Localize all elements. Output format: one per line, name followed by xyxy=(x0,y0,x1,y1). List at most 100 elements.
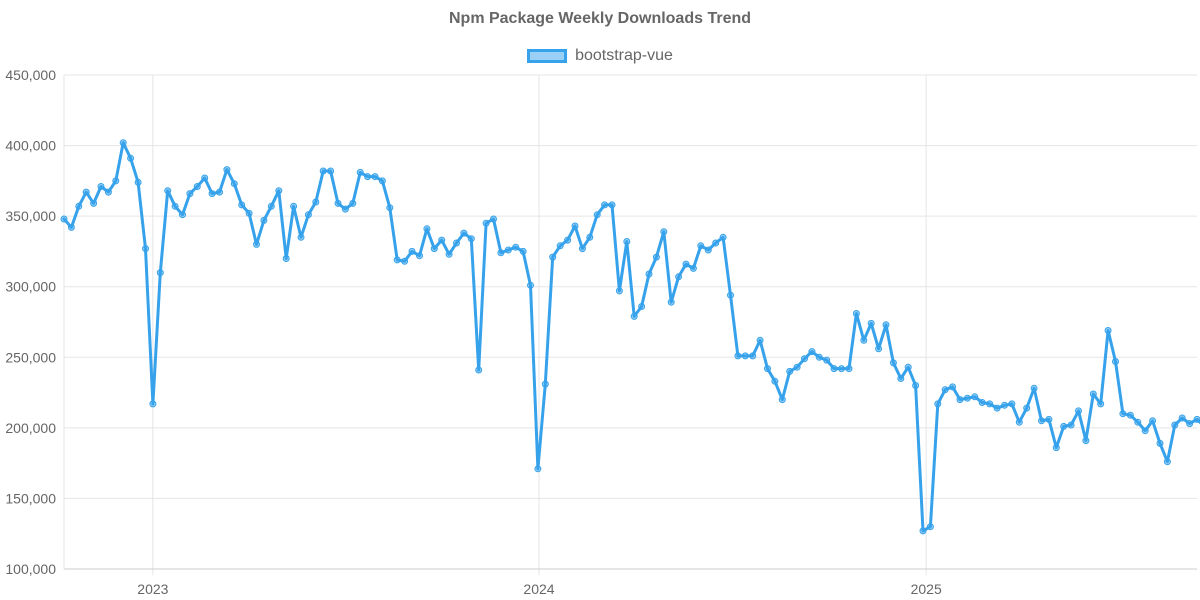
data-point xyxy=(697,242,705,250)
data-point xyxy=(201,174,209,182)
data-point xyxy=(423,225,431,233)
y-tick-label: 300,000 xyxy=(5,279,56,295)
data-point xyxy=(1089,390,1097,398)
y-tick-label: 200,000 xyxy=(5,420,56,436)
data-point xyxy=(1104,327,1112,334)
data-point xyxy=(356,168,364,176)
data-point xyxy=(541,380,549,388)
data-point xyxy=(334,199,342,207)
series-line xyxy=(62,141,1200,533)
data-point xyxy=(571,222,579,230)
data-point xyxy=(949,383,957,391)
data-point xyxy=(512,243,520,251)
legend-swatch-bootstrap-vue[interactable] xyxy=(527,49,568,63)
data-point xyxy=(756,336,764,344)
data-point xyxy=(1178,414,1186,422)
x-tick-label: 2025 xyxy=(911,581,942,597)
data-point xyxy=(704,246,712,254)
data-point xyxy=(267,202,275,210)
data-point xyxy=(860,336,868,344)
data-point xyxy=(519,247,527,255)
data-point xyxy=(378,177,386,185)
data-point xyxy=(179,211,186,219)
data-point xyxy=(601,201,609,209)
data-point xyxy=(1193,415,1200,423)
data-point xyxy=(445,250,453,258)
data-point xyxy=(556,242,564,250)
data-point xyxy=(142,245,149,253)
data-point xyxy=(838,365,845,373)
data-point xyxy=(675,273,683,281)
data-point xyxy=(156,269,164,277)
y-tick-label: 100,000 xyxy=(5,561,56,577)
data-point xyxy=(719,233,727,241)
data-point xyxy=(453,239,460,247)
data-point xyxy=(808,348,816,356)
data-point xyxy=(764,365,771,373)
grid xyxy=(63,74,1197,575)
data-point xyxy=(993,404,1001,412)
data-point xyxy=(275,187,283,195)
y-tick-label: 250,000 xyxy=(5,349,56,365)
data-point xyxy=(660,228,668,236)
data-point xyxy=(460,229,468,237)
data-point xyxy=(963,394,971,402)
data-point xyxy=(290,202,298,210)
data-point xyxy=(1163,458,1171,466)
data-point xyxy=(912,382,920,389)
data-point xyxy=(245,209,253,217)
legend-label-bootstrap-vue[interactable]: bootstrap-vue xyxy=(575,47,673,64)
y-tick-label: 150,000 xyxy=(5,490,56,506)
data-point xyxy=(475,366,483,374)
data-point xyxy=(1008,400,1016,408)
data-point xyxy=(401,257,409,265)
data-point xyxy=(364,173,372,181)
data-point xyxy=(238,201,246,209)
data-point xyxy=(534,465,542,473)
data-point xyxy=(312,198,320,206)
data-point xyxy=(926,523,934,531)
data-point xyxy=(104,188,112,196)
data-point xyxy=(889,359,897,367)
data-point xyxy=(90,199,98,207)
data-point xyxy=(1052,444,1060,452)
data-point xyxy=(1171,421,1179,429)
series-bootstrap-vue xyxy=(60,139,1200,535)
data-point xyxy=(193,183,201,190)
data-point xyxy=(867,319,875,327)
y-tick-label: 400,000 xyxy=(5,138,56,154)
data-point xyxy=(1030,384,1038,392)
data-point xyxy=(904,363,912,371)
data-point xyxy=(875,345,883,353)
data-point xyxy=(623,238,631,245)
data-point xyxy=(1156,439,1164,447)
data-point xyxy=(186,190,194,198)
data-point xyxy=(490,215,497,223)
data-point xyxy=(149,400,157,408)
data-point xyxy=(919,527,927,535)
data-point xyxy=(652,253,660,261)
data-point xyxy=(1112,358,1119,365)
data-point xyxy=(1001,401,1008,409)
data-point xyxy=(112,177,120,185)
x-tick-label: 2024 xyxy=(523,581,554,597)
data-point xyxy=(630,312,638,320)
data-point xyxy=(67,223,75,231)
data-point xyxy=(586,233,594,241)
data-point xyxy=(393,256,401,264)
data-point xyxy=(371,173,379,181)
data-point xyxy=(1126,411,1134,419)
data-point xyxy=(341,205,349,213)
data-point xyxy=(60,215,68,223)
data-point xyxy=(971,393,979,401)
data-point xyxy=(845,365,853,373)
x-tick-label: 2023 xyxy=(137,581,168,597)
y-tick-label: 450,000 xyxy=(5,67,56,83)
data-point xyxy=(260,216,268,224)
axes: 100,000 150,000 200,000 250,000 300,000 350,0… xyxy=(5,67,942,597)
data-point xyxy=(127,154,135,162)
data-point xyxy=(164,187,172,195)
data-point xyxy=(749,352,757,360)
